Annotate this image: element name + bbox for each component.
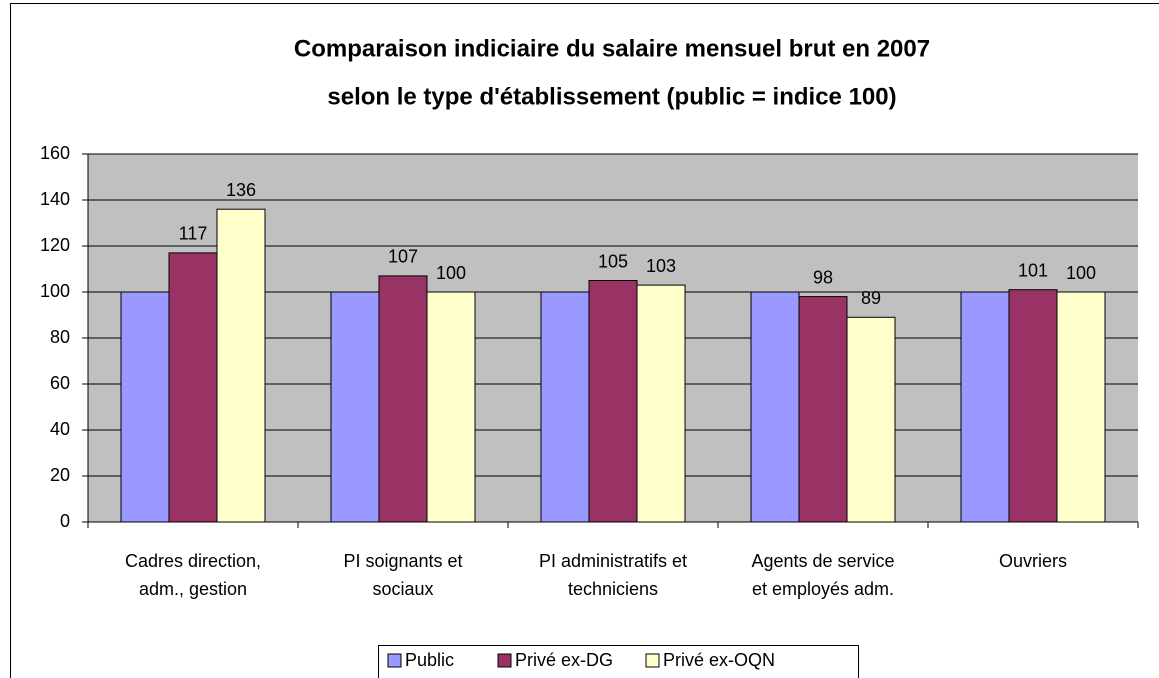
y-tick-label: 80 xyxy=(50,327,70,347)
data-label: 107 xyxy=(388,247,418,267)
data-label: 136 xyxy=(226,180,256,200)
y-tick-label: 20 xyxy=(50,465,70,485)
x-tick-label: Cadres direction, adm., gestion xyxy=(125,551,261,599)
bar xyxy=(588,280,638,523)
legend-label: Public xyxy=(405,650,454,670)
data-label: 89 xyxy=(861,288,881,308)
bar xyxy=(846,316,896,523)
bar xyxy=(1056,291,1106,523)
chart-title: Comparaison indiciaire du salaire mensue… xyxy=(294,35,930,62)
bar xyxy=(750,291,800,523)
data-label: 100 xyxy=(436,263,466,283)
x-tick-label: Agents de service et employés adm. xyxy=(751,551,894,599)
data-label: 98 xyxy=(813,267,833,287)
y-tick-label: 60 xyxy=(50,373,70,393)
y-tick-label: 0 xyxy=(60,511,70,531)
bar xyxy=(120,291,170,523)
data-label: 105 xyxy=(598,251,628,271)
y-tick-label: 100 xyxy=(40,281,70,301)
bar xyxy=(960,291,1010,523)
bar xyxy=(1008,289,1058,523)
bar xyxy=(330,291,380,523)
y-tick-label: 160 xyxy=(40,143,70,163)
y-tick-label: 140 xyxy=(40,189,70,209)
bar xyxy=(378,275,428,523)
data-label: 103 xyxy=(646,256,676,276)
legend-swatch xyxy=(497,653,512,668)
x-tick-label: PI soignants et sociaux xyxy=(343,551,462,599)
legend-box xyxy=(378,645,859,678)
data-label: 101 xyxy=(1018,260,1048,280)
bar xyxy=(798,296,848,523)
bar xyxy=(540,291,590,523)
data-label: 100 xyxy=(1066,263,1096,283)
bar xyxy=(636,284,686,523)
data-label: 117 xyxy=(179,224,208,244)
x-tick-label: PI administratifs et techniciens xyxy=(539,551,687,599)
legend-label: Privé ex-DG xyxy=(515,650,613,670)
chart-title: selon le type d'établissement (public = … xyxy=(327,83,896,110)
bar xyxy=(216,208,266,523)
x-tick-label: Ouvriers xyxy=(999,551,1067,571)
y-tick-label: 40 xyxy=(50,419,70,439)
legend-swatch xyxy=(387,653,402,668)
bar xyxy=(168,252,218,523)
legend-swatch xyxy=(645,653,660,668)
legend-label: Privé ex-OQN xyxy=(663,650,775,670)
y-tick-label: 120 xyxy=(40,235,70,255)
bar xyxy=(426,291,476,523)
